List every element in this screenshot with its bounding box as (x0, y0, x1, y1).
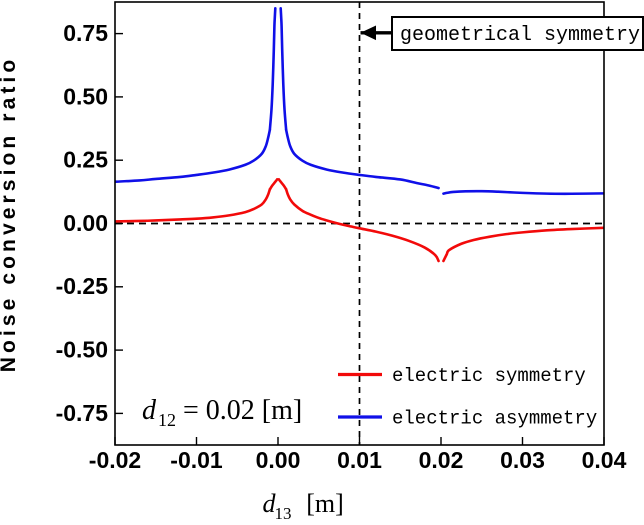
svg-text:-0.25: -0.25 (56, 273, 109, 299)
svg-text:electric asymmetry: electric asymmetry (392, 408, 597, 430)
svg-text:0.00: 0.00 (63, 210, 108, 236)
svg-text:12: 12 (158, 410, 176, 430)
svg-text:0.00: 0.00 (256, 447, 301, 473)
svg-text:0.25: 0.25 (63, 147, 108, 173)
svg-text:= 0.02 [m]: = 0.02 [m] (183, 395, 302, 426)
svg-text:0.50: 0.50 (63, 84, 108, 110)
svg-text:0.04: 0.04 (582, 447, 627, 473)
svg-text:13: 13 (275, 504, 292, 523)
svg-text:electric symmetry: electric symmetry (392, 365, 586, 387)
svg-text:-0.02: -0.02 (89, 447, 141, 473)
svg-text:-0.75: -0.75 (56, 400, 109, 426)
svg-text:0.03: 0.03 (500, 447, 545, 473)
svg-text:-0.01: -0.01 (170, 447, 223, 473)
svg-text:0.75: 0.75 (63, 20, 108, 46)
svg-text:[m]: [m] (306, 489, 344, 518)
svg-text:Noise conversion ratio: Noise conversion ratio (0, 56, 20, 373)
svg-text:d: d (142, 395, 157, 426)
svg-text:-0.50: -0.50 (56, 337, 108, 363)
svg-text:0.01: 0.01 (337, 447, 382, 473)
svg-text:geometrical symmetry: geometrical symmetry (400, 24, 640, 47)
svg-text:0.02: 0.02 (419, 447, 464, 473)
